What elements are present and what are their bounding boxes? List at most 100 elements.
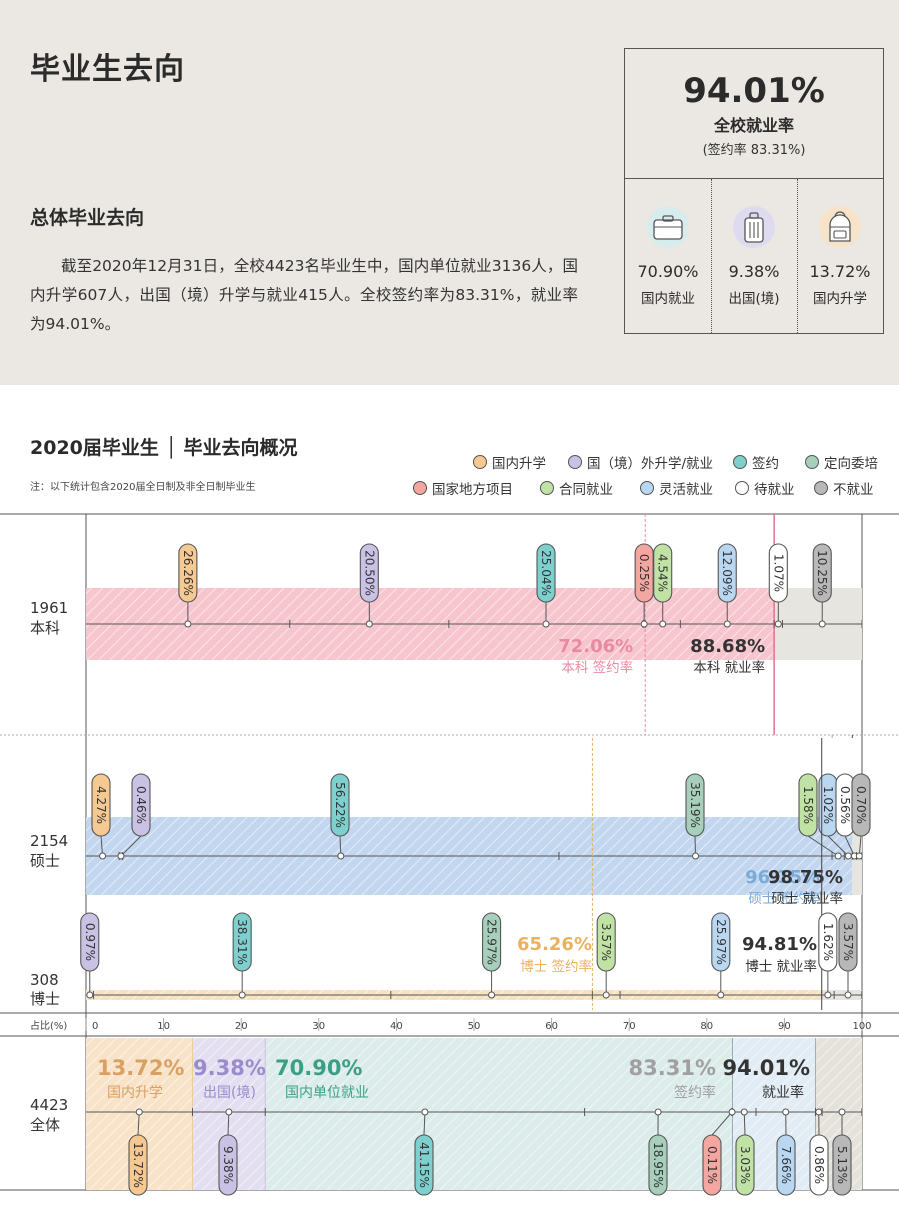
kpi-item-label: 国内升学 [813,291,867,307]
group-count: 308 [30,971,59,989]
kpi-abroad: 9.38% 出国(境) [711,179,797,333]
legend-swatch [640,481,654,495]
label-pill-text: 13.72% [131,1142,145,1188]
label-pill-text: 0.70% [854,786,868,824]
legend-item-targeted: 定向委培 [805,452,878,472]
segment-marker [838,1108,846,1116]
label-pill-text: 1.02% [821,786,835,824]
total-stat-value: 9.38% [193,1056,266,1080]
label-pill [359,543,379,603]
signed-rate-value: 96.15% [745,867,820,888]
x-tick-label: 60 [545,1021,558,1032]
segment-targeted: 35.19% [685,773,705,837]
segment-contract: 1.58% [798,773,818,837]
group-count: 2154 [30,832,68,850]
legend-item-contract: 合同就业 [540,478,613,498]
signed-rate-label: 硕士 签约率 [748,890,820,907]
page-title: 毕业生去向 [30,52,185,87]
label-pill [717,543,737,603]
segment-national: 0.25% [634,543,654,603]
pill-connector [137,1111,140,1136]
total-zone-hatch [192,1038,266,1190]
label-pill-text: 18.95% [651,1142,665,1188]
x-tick-label: 30 [312,1021,325,1032]
segment-marker [850,852,858,860]
x-tick-label: 40 [390,1021,403,1032]
total-stat-value: 13.72% [97,1056,184,1080]
label-pill [653,543,673,603]
pill-connector [339,835,342,857]
total-stat-label: 国内升学 [107,1085,163,1101]
label-pill-text: 3.57% [599,923,613,961]
x-tick-label: 90 [778,1021,791,1032]
label-pill [648,1134,668,1196]
segment-marker [717,991,725,999]
legend-swatch [735,481,749,495]
label-pill [818,912,838,972]
summary-heading: 总体毕业去向 [30,207,145,229]
employment-band-hatch [86,817,853,895]
label-pill-text: 1.58% [801,786,815,824]
segment-abroad: 0.97% [80,912,100,972]
employment-rate-value: 94.81% [742,934,817,955]
total-stat-label: 签约率 [674,1084,716,1101]
legend-label: 国内升学 [492,456,546,472]
x-tick-label: 10 [157,1021,170,1032]
signed-rate-value: 72.06% [558,636,633,657]
label-pill [178,543,198,603]
legend-label: 待就业 [754,482,795,498]
label-pill-text: 25.97% [714,919,728,965]
label-pill [818,773,838,837]
suitcase-icon [733,206,775,248]
label-pill-text: 25.04% [539,550,553,596]
label-pill-text: 26.26% [181,550,195,596]
label-pill-text: 0.86% [812,1146,826,1184]
kpi-item-label: 出国(境) [728,291,780,307]
total-stat-value: 94.01% [723,1056,810,1080]
label-pill-text: 1.07% [771,554,785,592]
employment-rate-label: 本科 就业率 [693,659,765,676]
legend-label: 合同就业 [559,482,613,498]
segment-unemployed: 0.70% [851,773,871,837]
label-pill [776,1134,796,1196]
legend-swatch [814,481,828,495]
segment-marker [542,620,550,628]
backpack-icon [819,206,861,248]
segment-marker [692,852,700,860]
x-tick-label: 0 [92,1021,98,1032]
employment-band-hatch [86,990,822,1000]
total-name: 全体 [30,1116,60,1134]
segment-marker [602,991,610,999]
segment-marker [640,620,648,628]
kpi-cell-divider [797,179,798,333]
unemployed-band [774,588,862,660]
kpi-item-value: 13.72% [809,262,871,281]
label-pill [851,773,871,837]
x-tick-label: 100 [852,1021,871,1032]
legend-item-domestic_study: 国内升学 [473,452,546,472]
label-pill-text: 41.15% [417,1142,431,1188]
segment-flexible: 12.09% [717,543,737,603]
group-name: 本科 [30,619,60,637]
group-name: 博士 [30,990,60,1008]
employment-band [86,990,822,1000]
employment-rate-value: 88.68% [690,636,765,657]
label-pill-text: 35.19% [688,782,702,828]
label-pill [634,543,654,603]
segment-marker [774,620,782,628]
x-axis-label: 占比(%) [30,1019,67,1032]
segment-unemployed: 10.25% [812,543,832,603]
total-zone [732,1038,816,1190]
label-pill-text: 0.25% [637,554,651,592]
x-tick-label: 70 [623,1021,636,1032]
label-pill [798,773,818,837]
pill-connector [807,835,839,857]
label-pill [232,912,252,972]
segment-marker [844,991,852,999]
label-pill-text: 3.57% [841,923,855,961]
legend-item-pending: 待就业 [735,478,795,498]
kpi-cell-divider [711,179,712,333]
segment-domestic_study: 13.72% [128,1134,148,1196]
employment-band [86,817,853,895]
